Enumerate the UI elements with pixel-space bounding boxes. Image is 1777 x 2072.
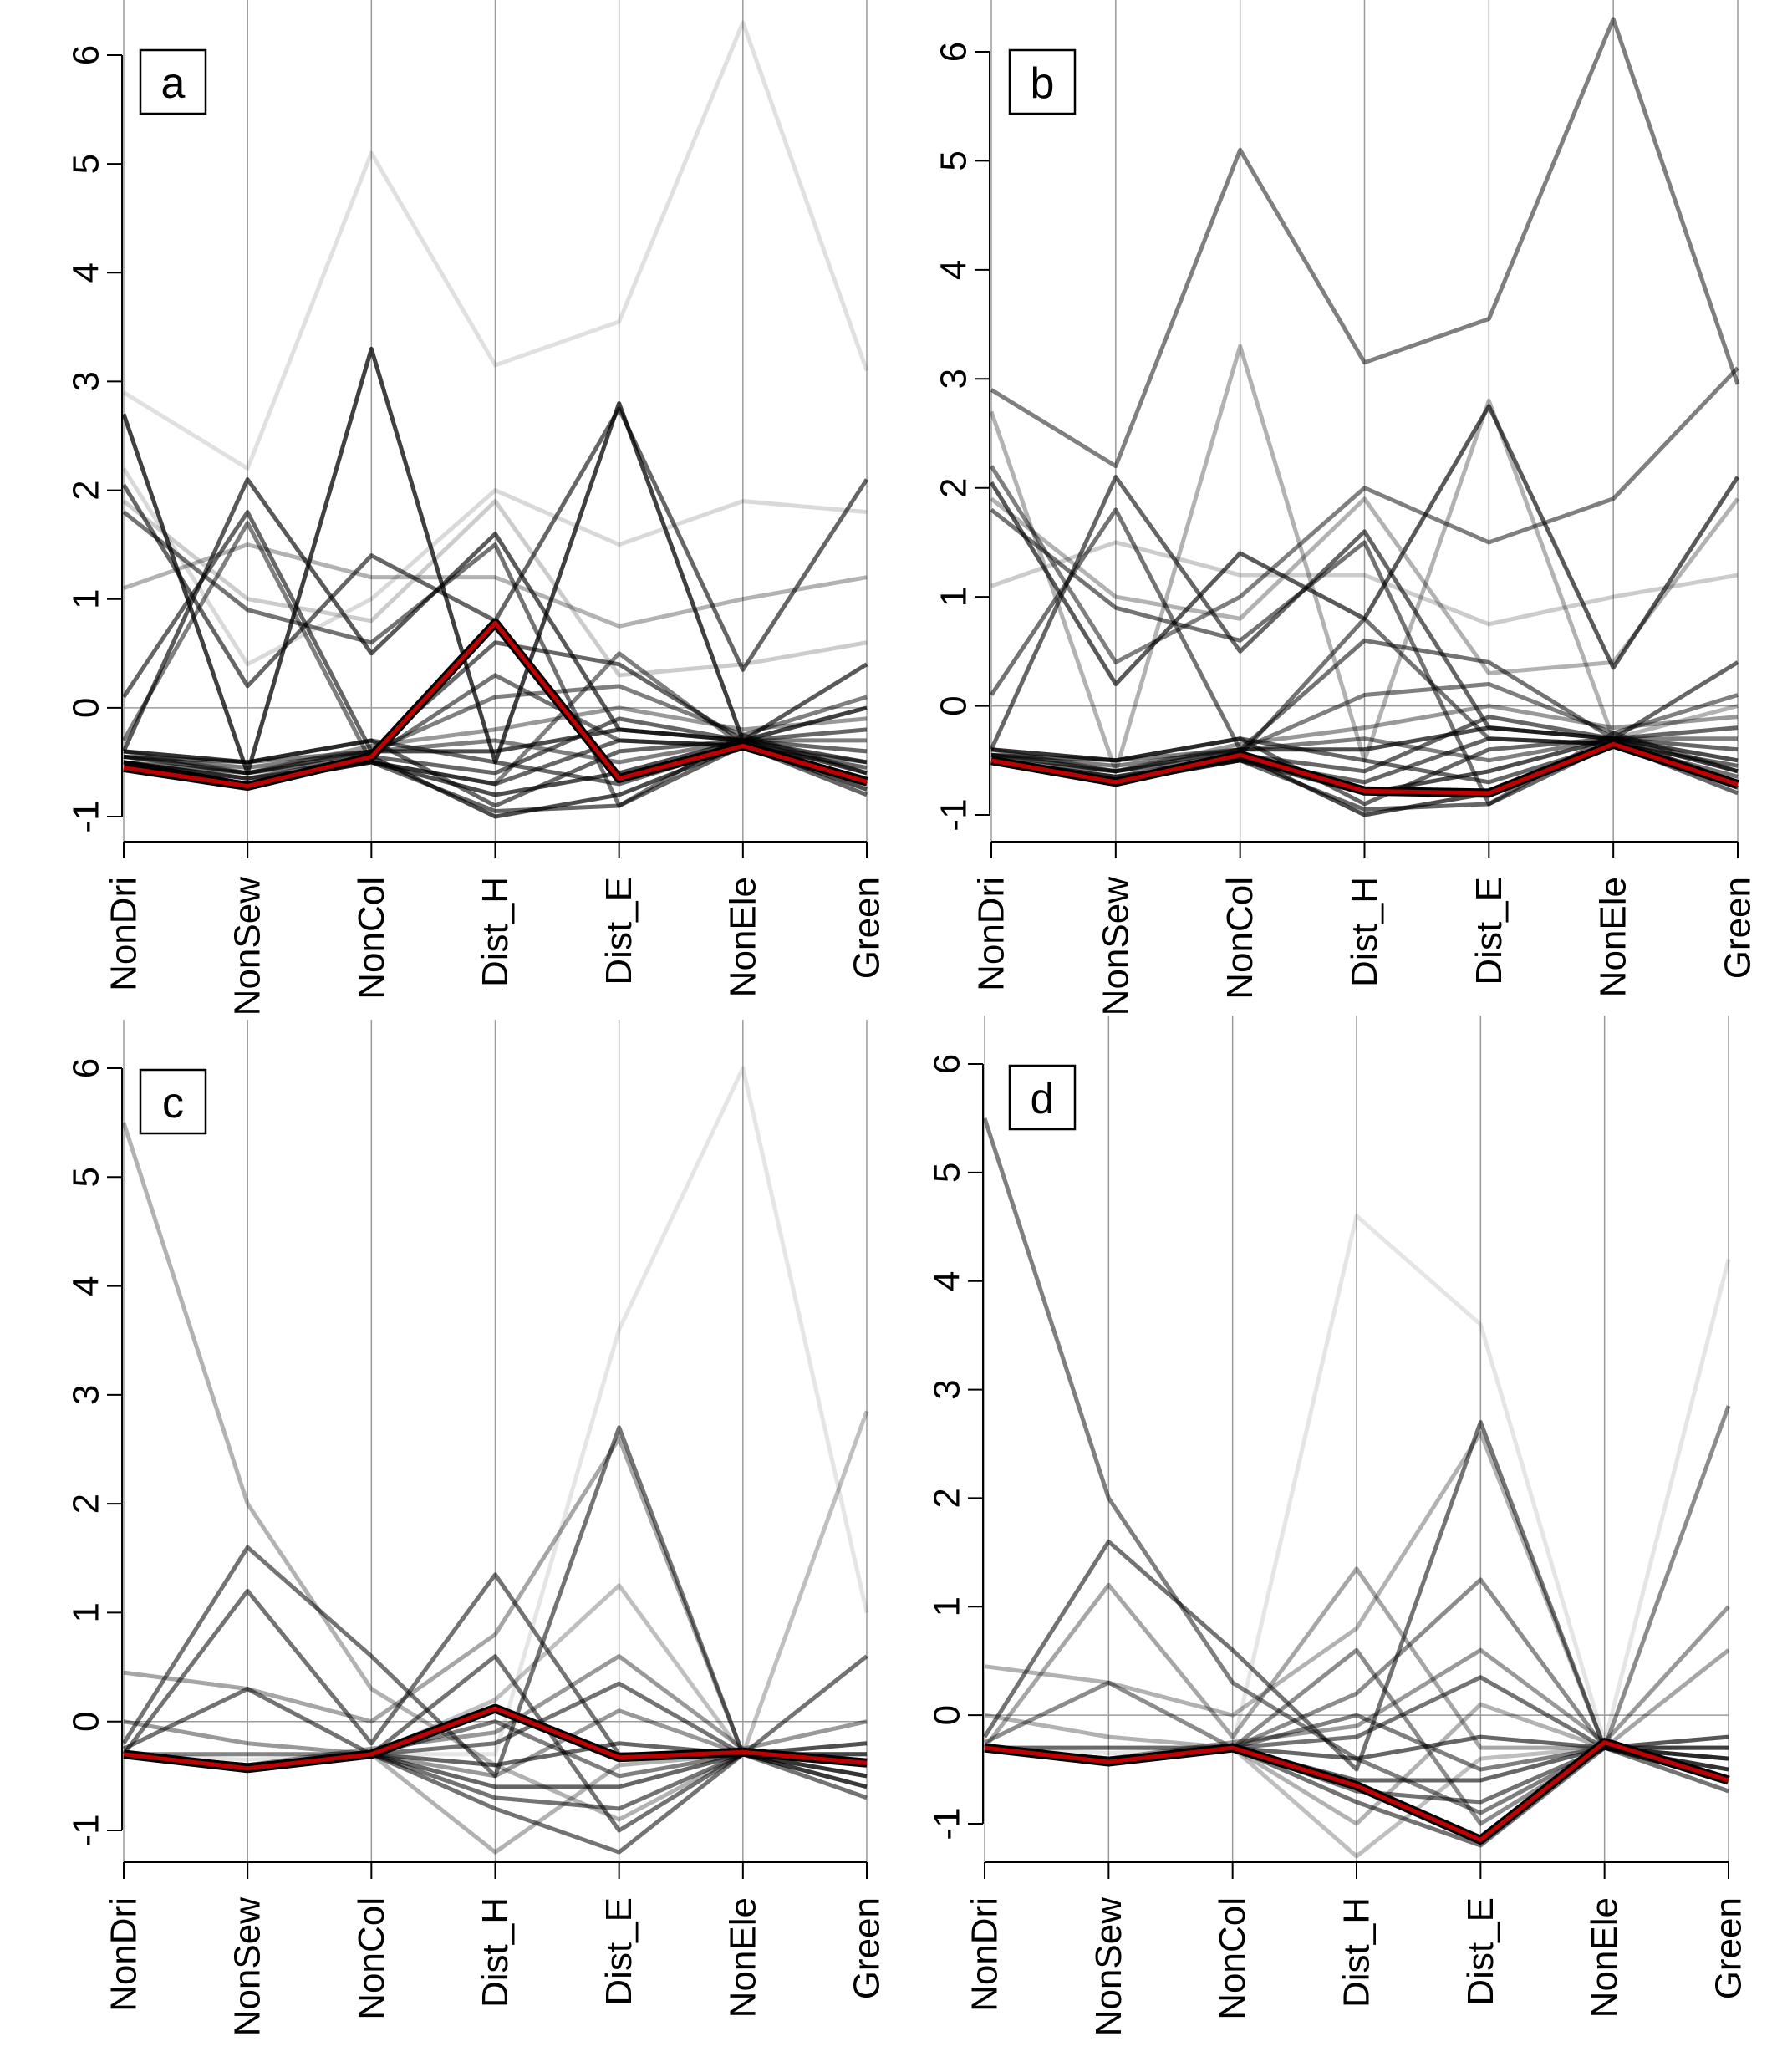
- y-tick-label: 3: [934, 369, 975, 389]
- y-tick-label: 4: [66, 262, 107, 283]
- x-tick-label-nonsew: NonSew: [227, 877, 268, 1016]
- series-line: [122, 20, 869, 471]
- series-group: [121, 20, 869, 819]
- panel-label-box: [139, 1068, 207, 1135]
- panel-label-box: [139, 48, 207, 115]
- x-tick-label-nonsew: NonSew: [1095, 877, 1136, 1016]
- series-line: [989, 366, 1739, 664]
- y-tick-label: 1: [927, 1596, 968, 1616]
- series-line: [990, 704, 1739, 774]
- y-tick-label: 2: [927, 1488, 968, 1508]
- y-tick-label: 2: [934, 477, 975, 497]
- highlight-series-line: [984, 1740, 1729, 1842]
- x-tick-label-green: Green: [847, 1897, 888, 1999]
- x-tick-label-dist-e: Dist_E: [1469, 877, 1510, 985]
- series-line: [990, 681, 1739, 768]
- x-tick-label-nonele: NonEle: [1584, 1897, 1625, 2018]
- y-tick-label: 2: [66, 1494, 107, 1514]
- y-tick-label: 1: [934, 587, 975, 607]
- series-line: [121, 467, 868, 667]
- series-line: [990, 496, 1739, 675]
- y-tick-label: -1: [66, 1814, 107, 1846]
- x-tick-label-nonsew: NonSew: [1088, 1897, 1129, 2037]
- panel-label-box: [1008, 48, 1077, 115]
- panel-c: -1 0 1 2 3 4 5 6 NonDri NonSew NonCol Dist_H Dist_E N…: [66, 1020, 888, 2036]
- y-tick-label: 4: [934, 260, 975, 280]
- series-line: [123, 705, 868, 776]
- x-tick-label-dist-h: Dist_H: [475, 877, 516, 987]
- y-tick-label: 5: [927, 1163, 968, 1183]
- x-tick-label-noncol: NonCol: [351, 877, 392, 1000]
- series-line: [122, 499, 868, 678]
- panel-b: -1 0 1 2 3 4 5 6 NonDri NonSew NonCol Dist_H Dist_E N…: [934, 0, 1759, 1016]
- y-tick-label: 6: [66, 1058, 107, 1078]
- y-tick-label: 6: [934, 42, 975, 62]
- x-tick-label-noncol: NonCol: [351, 1897, 392, 2020]
- y-tick-label: -1: [934, 798, 975, 831]
- x-tick-label-nonele: NonEle: [722, 877, 763, 997]
- y-tick-label: 5: [66, 154, 107, 174]
- panel-label-box: [1008, 1064, 1077, 1131]
- panel-a: -1 0 1 2 3 4 5 6 NonDri NonSew NonCol Dist_H Dist_E N…: [66, 0, 888, 1016]
- x-tick-label-dist-h: Dist_H: [1344, 877, 1385, 987]
- x-tick-label-nondri: NonDri: [965, 1897, 1006, 2012]
- y-tick-label: 2: [66, 480, 107, 500]
- panel-label: d: [1031, 1075, 1055, 1123]
- x-tick-label-nonele: NonEle: [1593, 877, 1634, 997]
- series-group: [982, 1117, 1731, 1859]
- y-tick-label: 0: [927, 1705, 968, 1725]
- x-tick-label-green: Green: [1708, 1897, 1749, 1999]
- y-tick-label: 0: [66, 1711, 107, 1731]
- y-tick-label: -1: [66, 800, 107, 832]
- y-tick-label: 0: [934, 695, 975, 715]
- series-line: [990, 540, 1739, 627]
- x-tick-label-noncol: NonCol: [1212, 1897, 1253, 2020]
- y-tick-label: 5: [66, 1167, 107, 1187]
- x-tick-label-green: Green: [1718, 877, 1759, 979]
- series-group: [121, 1066, 869, 1855]
- x-tick-label-nondri: NonDri: [971, 877, 1012, 991]
- x-tick-label-noncol: NonCol: [1219, 877, 1260, 1000]
- highlight-series-line: [123, 620, 868, 789]
- x-tick-label-dist-e: Dist_E: [598, 877, 639, 985]
- x-tick-label-green: Green: [847, 877, 888, 979]
- highlight-series-line: [123, 1706, 868, 1771]
- series-line: [123, 684, 868, 770]
- x-tick-label-nonele: NonEle: [722, 1897, 763, 2018]
- y-tick-label: 4: [66, 1275, 107, 1296]
- panel-label: b: [1031, 59, 1055, 108]
- y-tick-label: 3: [927, 1379, 968, 1399]
- y-tick-label: 1: [66, 588, 107, 608]
- x-tick-label-nondri: NonDri: [104, 877, 145, 991]
- y-tick-label: 4: [927, 1270, 968, 1291]
- series-group: [989, 17, 1740, 817]
- x-tick-label-dist-h: Dist_H: [1337, 1897, 1377, 2008]
- panel-label: c: [162, 1079, 184, 1128]
- y-tick-label: 6: [66, 45, 107, 65]
- y-tick-label: 6: [927, 1054, 968, 1074]
- x-tick-label-dist-h: Dist_H: [475, 1897, 516, 2008]
- highlight-series-line: [990, 741, 1739, 796]
- panel-label: a: [161, 59, 186, 108]
- x-tick-label-nondri: NonDri: [104, 1897, 145, 2012]
- y-tick-label: 3: [66, 1385, 107, 1405]
- series-line: [123, 1066, 869, 1762]
- panel-d: -1 0 1 2 3 4 5 6 NonDri NonSew NonCol Dist_H Dist_E N…: [927, 1016, 1749, 2036]
- series-line: [990, 17, 1740, 469]
- x-tick-label-dist-e: Dist_E: [598, 1897, 639, 2006]
- series-line: [123, 542, 868, 629]
- x-tick-label-dist-e: Dist_E: [1460, 1897, 1501, 2006]
- y-tick-label: 5: [934, 150, 975, 171]
- y-tick-label: 0: [66, 698, 107, 718]
- y-tick-label: 3: [66, 371, 107, 391]
- x-tick-label-nonsew: NonSew: [227, 1897, 268, 2037]
- y-tick-label: 1: [66, 1602, 107, 1622]
- y-tick-label: -1: [927, 1807, 968, 1840]
